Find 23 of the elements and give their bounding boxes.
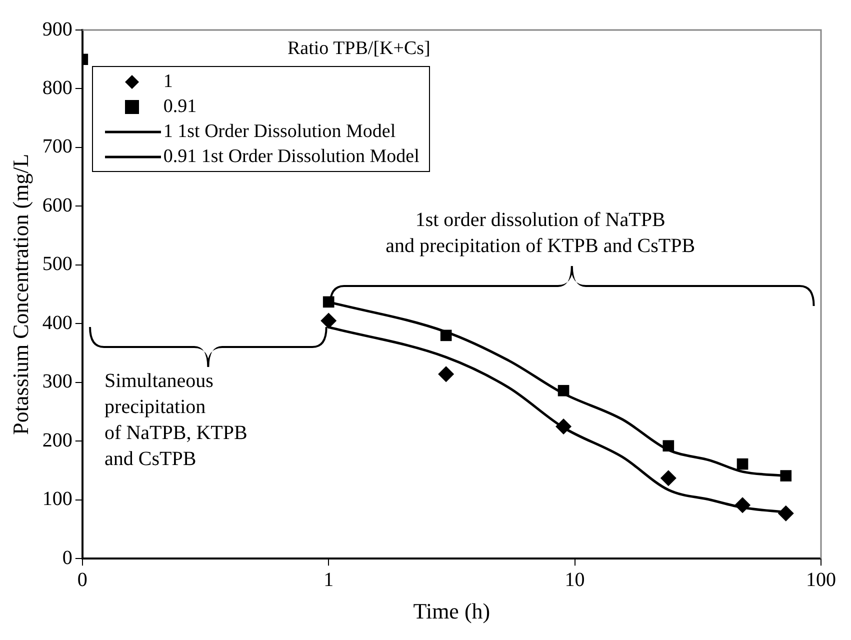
y-tick-label: 500 <box>42 253 72 276</box>
x-tick-label: 100 <box>806 568 836 591</box>
legend-label: 1 <box>163 70 173 92</box>
y-tick-label: 300 <box>42 370 72 393</box>
annotation: Simultaneous precipitation of NaTPB, KTPB and CsTPB <box>104 369 248 472</box>
legend-label: 1 1st Order Dissolution Model <box>163 120 396 142</box>
legend-label: 0.91 <box>163 96 197 118</box>
x-tick-label: 0 <box>77 568 88 591</box>
y-axis-title: Potassium Concentration (mg/L <box>8 154 33 435</box>
y-tick-label: 200 <box>42 429 72 452</box>
y-tick-label: 700 <box>42 136 72 158</box>
y-tick-label: 900 <box>42 18 72 40</box>
y-tick-label: 100 <box>42 488 72 510</box>
legend-label: 0.91 1st Order Dissolution Model <box>163 146 420 168</box>
x-axis-title: Time (h) <box>413 598 490 624</box>
legend-title: Ratio TPB/[K+Cs] <box>286 38 430 60</box>
y-tick-label: 0 <box>62 546 72 569</box>
x-tick-label: 10 <box>564 568 585 591</box>
y-tick-label: 600 <box>42 194 72 216</box>
x-tick-label: 1 <box>324 568 334 591</box>
annotation: 1st order dissolution of NaTPB and precipitation of KTPB and CsTPB <box>386 208 696 260</box>
y-tick-label: 400 <box>42 312 72 334</box>
y-tick-label: 800 <box>42 76 72 99</box>
